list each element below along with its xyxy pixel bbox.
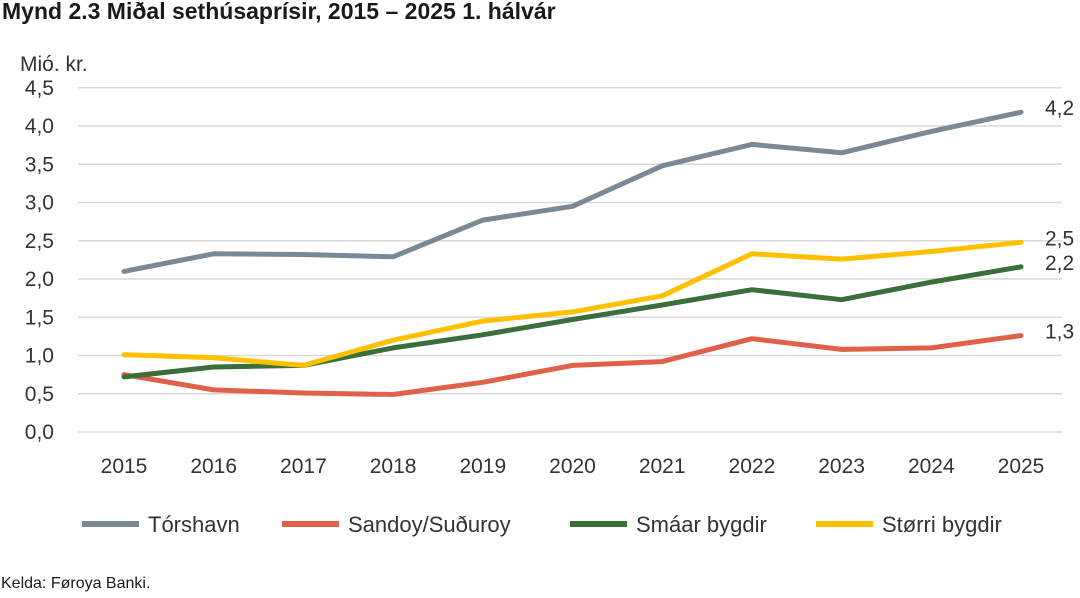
x-tick-label: 2022 (729, 455, 776, 478)
gridlines (78, 87, 1062, 433)
y-tick-label: 3,5 (25, 153, 54, 176)
x-tick-label: 2024 (908, 455, 955, 478)
source-note: Kelda: Føroya Banki. (1, 575, 151, 592)
y-tick-label: 2,0 (25, 268, 54, 291)
y-axis-ticks: 0,0 0,5 1,0 1,5 2,0 2,5 3,0 3,5 4,0 4,5 (25, 77, 54, 444)
x-tick-label: 2017 (280, 455, 327, 478)
series-line-tórshavn (121, 109, 1024, 274)
x-tick-label: 2016 (190, 455, 237, 478)
y-tick-label: 0,5 (25, 383, 54, 406)
end-label-tórshavn: 4,2 (1045, 97, 1074, 120)
end-label-smáar-bygdir: 2,2 (1045, 252, 1074, 275)
end-label-sandoy-suðuroy: 1,3 (1045, 321, 1074, 344)
y-tick-label: 4,0 (25, 115, 54, 138)
end-labels: 4,2 1,3 2,22,5 (1045, 97, 1074, 343)
y-tick-label: 2,5 (25, 230, 54, 253)
x-tick-label: 2015 (101, 455, 148, 478)
x-tick-label: 2019 (459, 455, 506, 478)
end-label-størri-bygdir: 2,5 (1045, 227, 1074, 250)
legend-label: Tórshavn (148, 512, 240, 537)
x-tick-label: 2023 (818, 455, 865, 478)
y-tick-label: 0,0 (25, 421, 54, 444)
chart-title: Mynd 2.3 Miðal sethúsaprísir, 2015 – 202… (2, 0, 556, 24)
series-line-sandoy-suðuroy (121, 333, 1024, 397)
y-tick-label: 1,5 (25, 306, 54, 329)
x-tick-label: 2021 (639, 455, 686, 478)
y-tick-label: 4,5 (25, 77, 54, 100)
x-axis-ticks: 2015 2016 2017 2018 2019 2020 2021 2022 2023 2024… (101, 455, 1045, 478)
x-tick-label: 2025 (998, 455, 1045, 478)
legend-label: Størri bygdir (882, 512, 1002, 537)
y-tick-label: 1,0 (25, 345, 54, 368)
legend: Tórshavn Sandoy/Suðuroy Smáar bygdir Størri… (82, 512, 1002, 537)
series-line-smáar-bygdir (121, 264, 1024, 380)
y-tick-label: 3,0 (25, 192, 54, 215)
series-line-størri-bygdir (121, 239, 1024, 368)
y-axis-unit-label: Mió. kr. (20, 53, 88, 76)
x-tick-label: 2018 (370, 455, 417, 478)
x-tick-label: 2020 (549, 455, 596, 478)
legend-label: Smáar bygdir (636, 512, 767, 537)
series-lines (121, 109, 1024, 397)
legend-label: Sandoy/Suðuroy (348, 512, 511, 537)
